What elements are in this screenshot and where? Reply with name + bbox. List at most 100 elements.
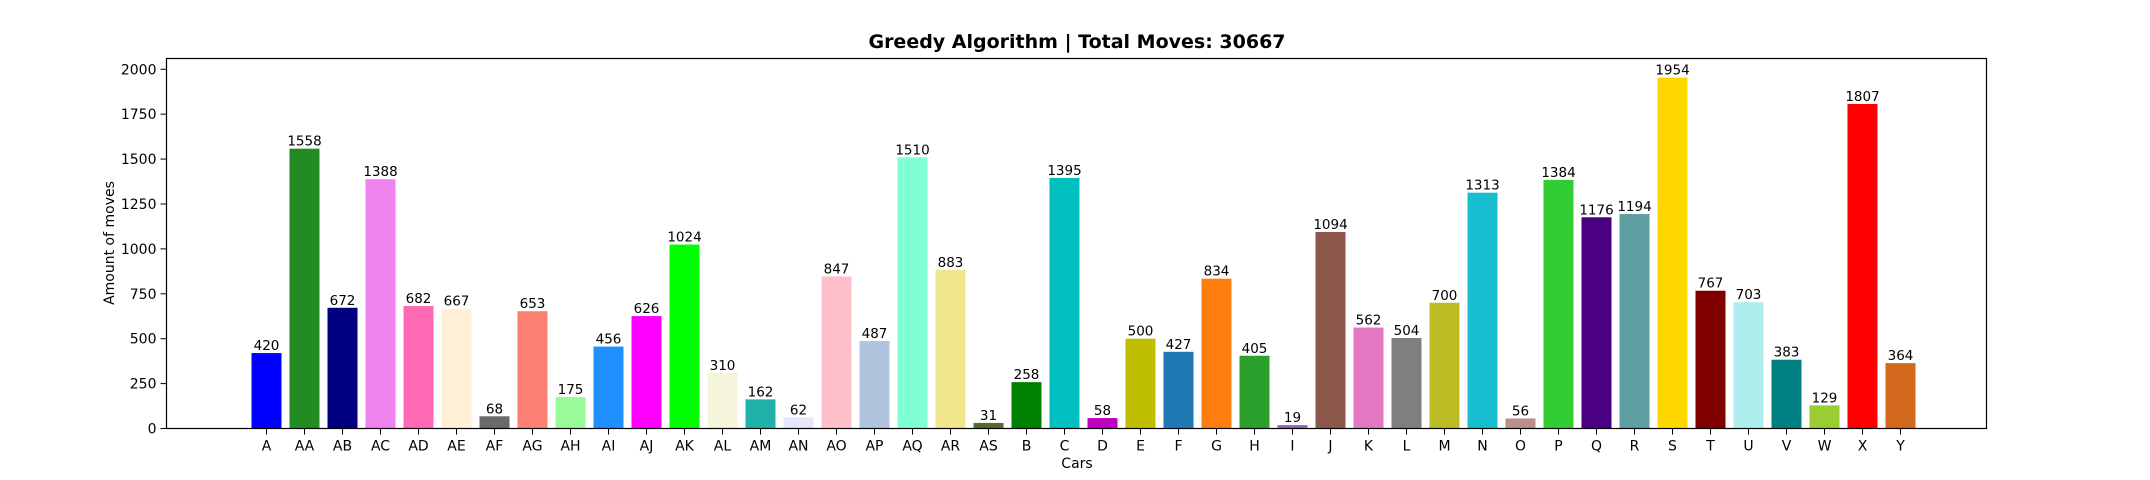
x-tick-label-ak: AK xyxy=(675,439,695,455)
data-label-ao: 847 xyxy=(824,261,850,277)
data-label-ap: 487 xyxy=(862,326,888,342)
bar-h xyxy=(1239,355,1270,429)
x-tick-label-ab: AB xyxy=(333,439,352,455)
data-label-aj: 626 xyxy=(634,301,660,317)
x-tick-label-aa: AA xyxy=(295,439,315,455)
data-label-j: 1094 xyxy=(1313,217,1347,233)
data-label-c: 1395 xyxy=(1047,163,1081,179)
data-label-d: 58 xyxy=(1094,403,1111,419)
x-tick-label-d: D xyxy=(1097,439,1108,455)
bar-an xyxy=(783,417,814,429)
bar-n xyxy=(1467,192,1498,429)
x-tick-label-ah: AH xyxy=(560,439,580,455)
bar-af xyxy=(479,416,510,429)
bar-ac xyxy=(365,179,396,429)
data-label-aq: 1510 xyxy=(895,142,929,158)
bar-j xyxy=(1315,232,1346,429)
bar-r xyxy=(1619,214,1650,429)
x-axis-label: Cars xyxy=(1061,456,1092,472)
x-tick-label-t: T xyxy=(1705,439,1715,455)
bar-d xyxy=(1087,418,1118,429)
data-label-ai: 456 xyxy=(596,332,622,348)
bar-ah xyxy=(555,397,586,429)
x-tick-label-as: AS xyxy=(979,439,998,455)
x-tick-label-k: K xyxy=(1364,439,1374,455)
y-tick-label: 500 xyxy=(130,332,157,348)
x-tick-label-ac: AC xyxy=(371,439,390,455)
data-label-n: 1313 xyxy=(1465,178,1499,194)
bar-ad xyxy=(403,306,434,429)
bar-ai xyxy=(593,346,624,429)
data-label-af: 68 xyxy=(486,401,503,417)
data-label-y: 364 xyxy=(1888,348,1914,364)
data-label-q: 1176 xyxy=(1579,202,1613,218)
y-axis-label: Amount of moves xyxy=(102,181,118,305)
bar-k xyxy=(1353,327,1384,429)
data-label-ad: 682 xyxy=(406,291,432,307)
bar-aq xyxy=(897,157,928,429)
bar-x xyxy=(1847,103,1878,429)
bar-aj xyxy=(631,316,662,429)
data-label-k: 562 xyxy=(1356,313,1382,329)
x-tick-label-i: I xyxy=(1290,439,1294,455)
x-tick-label-l: L xyxy=(1403,439,1411,455)
bar-i xyxy=(1277,425,1308,429)
x-tick-label-af: AF xyxy=(486,439,504,455)
x-tick-label-y: Y xyxy=(1895,439,1905,455)
bar-s xyxy=(1657,77,1688,429)
y-tick-label: 250 xyxy=(130,377,157,393)
bar-ar xyxy=(935,269,966,429)
x-tick-label-al: AL xyxy=(714,439,732,455)
x-tick-label-an: AN xyxy=(788,439,808,455)
bar-g xyxy=(1201,278,1232,429)
bar-ae xyxy=(441,308,472,429)
y-axis-ticks: 0 250 500 750 1000 1250 1500 1750 2000 xyxy=(121,62,167,438)
bar-ag xyxy=(517,311,548,429)
data-label-g: 834 xyxy=(1204,264,1230,280)
data-label-ab: 672 xyxy=(330,293,356,309)
x-tick-label-r: R xyxy=(1630,439,1640,455)
x-tick-label-ag: AG xyxy=(522,439,542,455)
x-tick-label-q: Q xyxy=(1591,439,1602,455)
bar-as xyxy=(973,422,1004,429)
data-label-am: 162 xyxy=(748,384,774,400)
bar-e xyxy=(1125,338,1156,429)
x-tick-label-aj: AJ xyxy=(640,439,654,455)
x-tick-label-ap: AP xyxy=(865,439,883,455)
x-tick-label-w: W xyxy=(1818,439,1832,455)
y-tick-label: 0 xyxy=(148,422,157,438)
data-label-t: 767 xyxy=(1698,276,1724,292)
x-tick-label-aq: AQ xyxy=(902,439,922,455)
x-tick-label-h: H xyxy=(1249,439,1260,455)
data-label-ae: 667 xyxy=(444,294,470,310)
data-label-al: 310 xyxy=(710,358,736,374)
bar-t xyxy=(1695,290,1726,429)
bar-m xyxy=(1429,302,1460,429)
bar-p xyxy=(1543,179,1574,429)
data-label-v: 383 xyxy=(1774,345,1800,361)
data-label-an: 62 xyxy=(790,402,807,418)
x-tick-label-m: M xyxy=(1438,439,1450,455)
bars-group xyxy=(251,77,1916,429)
x-tick-label-a: A xyxy=(262,439,272,455)
bar-ap xyxy=(859,341,890,429)
x-tick-label-e: E xyxy=(1136,439,1145,455)
bar-ab xyxy=(327,307,358,429)
x-tick-label-x: X xyxy=(1858,439,1868,455)
data-label-as: 31 xyxy=(980,408,997,424)
plot-area-frame xyxy=(165,57,1988,430)
bar-v xyxy=(1771,359,1802,429)
bar-u xyxy=(1733,302,1764,429)
bar-aa xyxy=(289,148,320,429)
bar-a xyxy=(251,353,282,429)
x-tick-label-v: V xyxy=(1782,439,1792,455)
x-tick-label-u: U xyxy=(1743,439,1753,455)
data-label-aa: 1558 xyxy=(287,134,321,150)
x-tick-label-ai: AI xyxy=(602,439,616,455)
data-label-x: 1807 xyxy=(1845,89,1879,105)
data-label-e: 500 xyxy=(1128,324,1154,340)
bar-c xyxy=(1049,177,1080,429)
bar-q xyxy=(1581,217,1612,429)
x-tick-label-ad: AD xyxy=(408,439,428,455)
